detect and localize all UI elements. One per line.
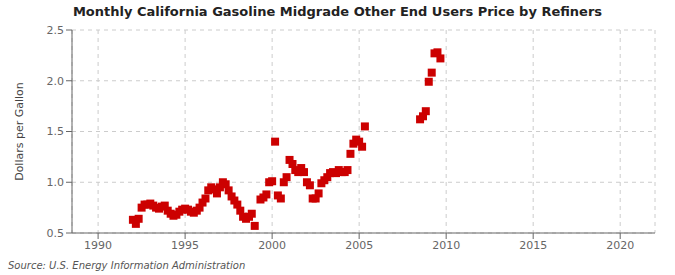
- html-text:Source: U.S. Energy Informatio: Source: U.S. Energy Information Administ…: [8, 260, 246, 271]
- svg-text:2010: 2010: [432, 239, 460, 252]
- svg-text:1.5: 1.5: [47, 125, 65, 138]
- svg-text:2000: 2000: [258, 239, 286, 252]
- svg-text:2.0: 2.0: [47, 75, 65, 88]
- svg-text:2005: 2005: [345, 239, 373, 252]
- svg-text:1995: 1995: [171, 239, 199, 252]
- html-text:Monthly California Gasoline Mi: Monthly California Gasoline Midgrade Oth…: [72, 4, 603, 19]
- svg-text:0.5: 0.5: [47, 227, 65, 240]
- svg-text:2.5: 2.5: [47, 24, 65, 37]
- svg-text:1.0: 1.0: [47, 176, 65, 189]
- svg-text:Dollars per Gallon: Dollars per Gallon: [13, 82, 26, 181]
- svg-text:2015: 2015: [519, 239, 547, 252]
- svg-text:2020: 2020: [606, 239, 634, 252]
- svg-text:1990: 1990: [84, 239, 112, 252]
